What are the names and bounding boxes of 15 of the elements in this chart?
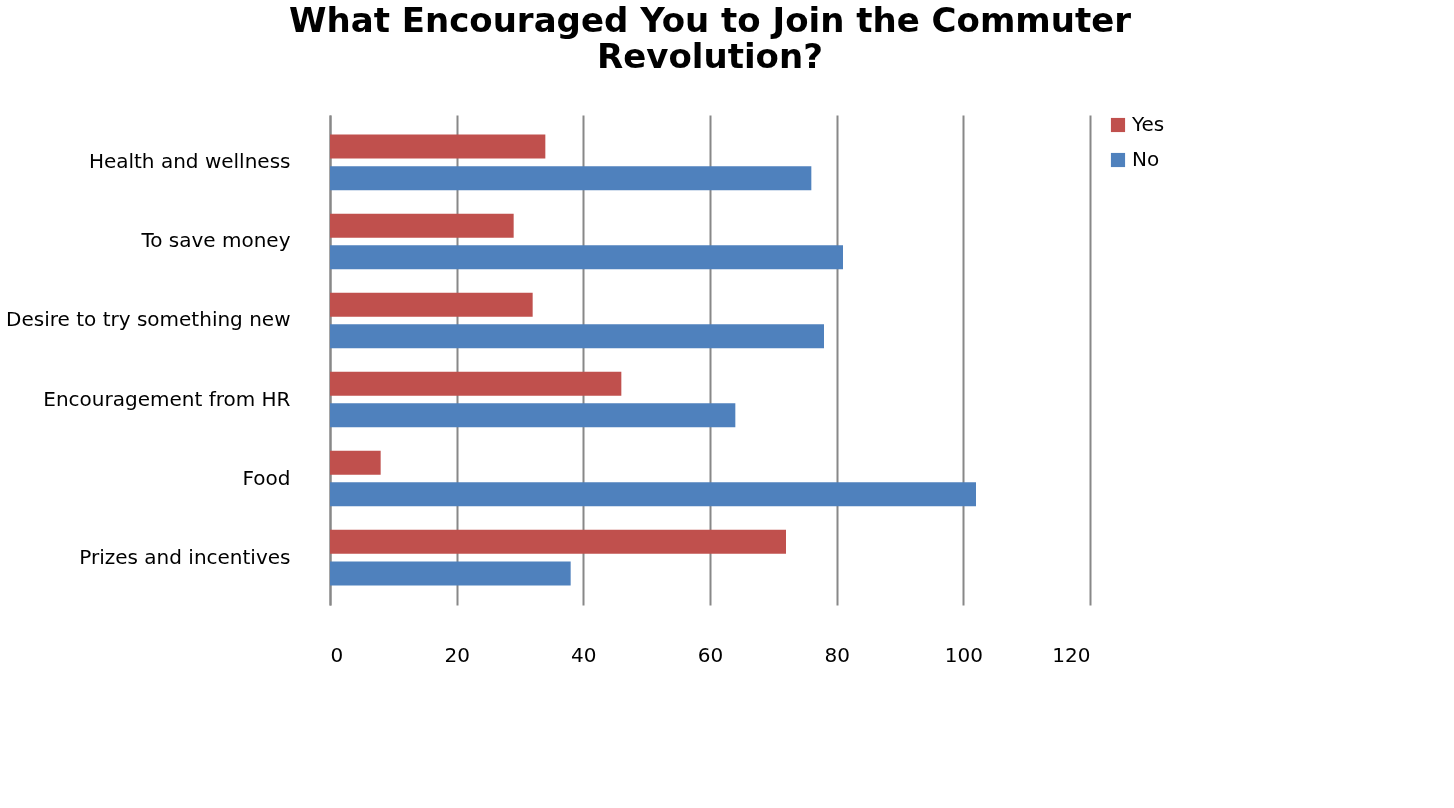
legend-label: Yes — [1131, 112, 1165, 136]
x-tick-label: 80 — [824, 642, 850, 667]
x-tick-label: 0 — [330, 642, 344, 667]
legend-label: No — [1132, 147, 1160, 171]
x-tick-label: 100 — [944, 642, 983, 667]
x-tick-label: 120 — [1052, 642, 1091, 667]
y-tick-label: Food — [242, 465, 291, 490]
y-tick-label: Prizes and incentives — [79, 544, 291, 569]
x-tick-label: 60 — [697, 642, 724, 667]
y-tick-label: Desire to try something new — [6, 307, 291, 332]
y-tick-label: Encouragement from HR — [43, 386, 291, 411]
y-tick-label: To save money — [140, 228, 291, 253]
x-tick-label: 40 — [571, 642, 597, 667]
y-tick-label: Health and wellness — [88, 149, 291, 174]
x-tick-label: 20 — [444, 642, 470, 667]
